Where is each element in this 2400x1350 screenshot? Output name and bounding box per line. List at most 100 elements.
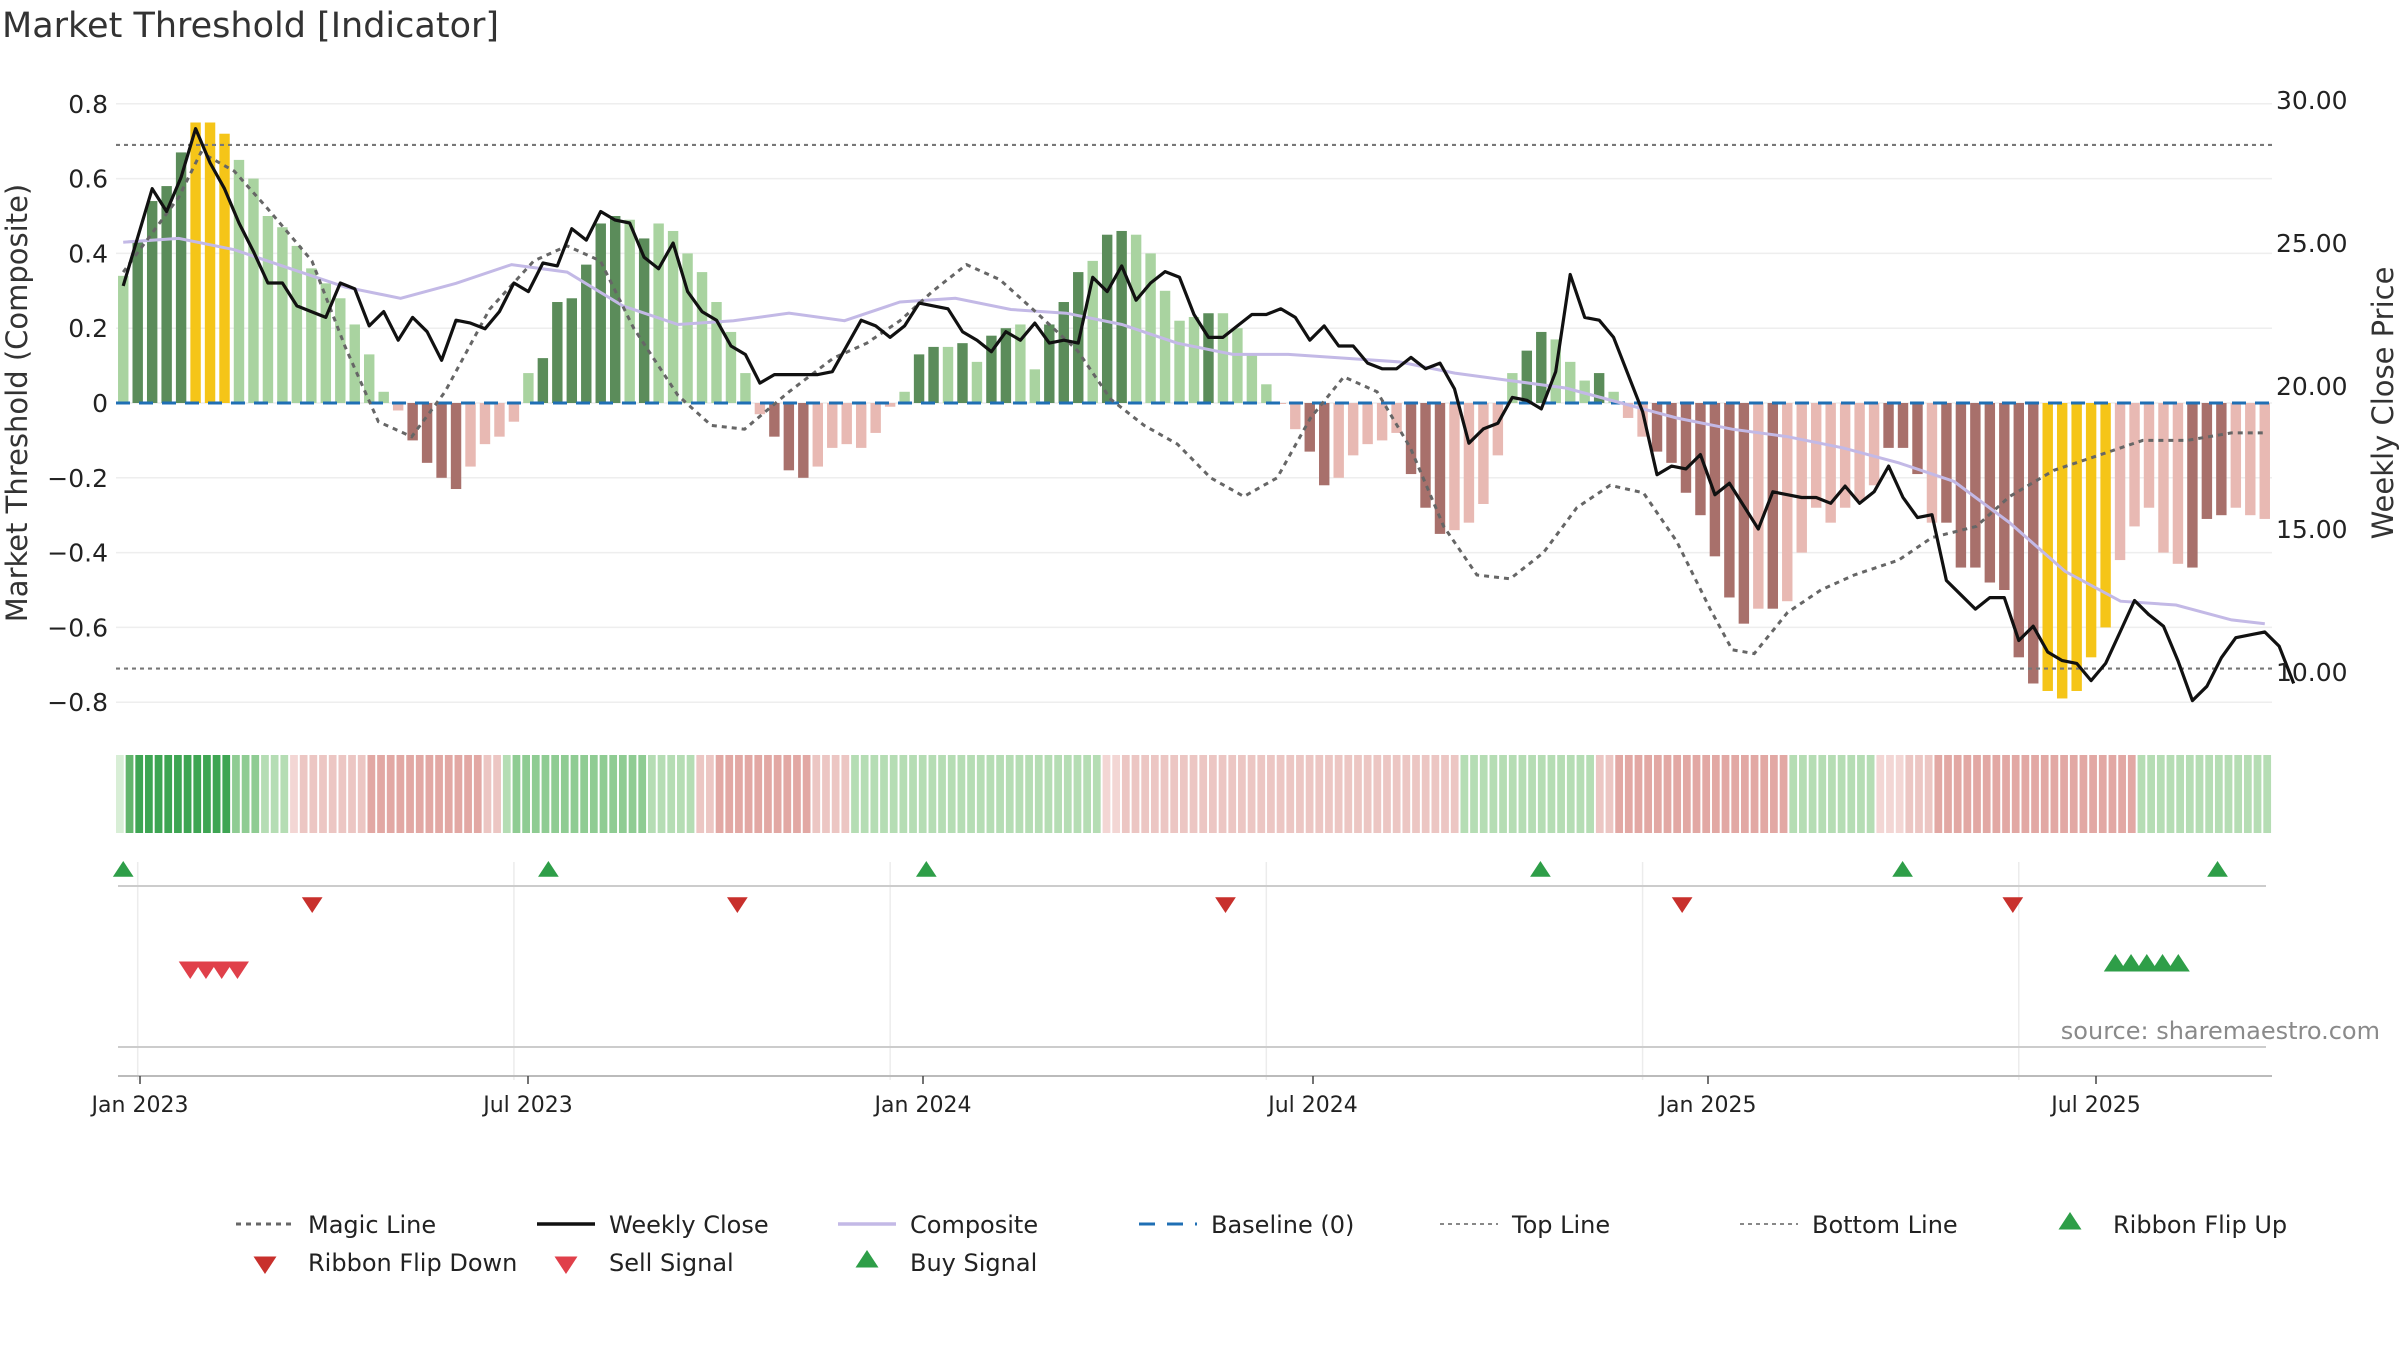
ribbon-cell bbox=[696, 755, 705, 833]
composite-bar bbox=[986, 335, 997, 403]
composite-bar bbox=[306, 268, 317, 403]
ribbon-cell bbox=[2166, 755, 2175, 833]
ribbon-cell bbox=[1276, 755, 1285, 833]
ribbon-cell bbox=[2127, 755, 2136, 833]
ribbon-cell bbox=[2011, 755, 2020, 833]
composite-bar bbox=[1319, 403, 1330, 486]
composite-bar bbox=[1637, 403, 1648, 437]
composite-bar bbox=[566, 298, 578, 403]
composite-bar bbox=[552, 302, 563, 403]
composite-bar bbox=[248, 178, 259, 403]
ribbon-cell bbox=[1344, 755, 1353, 833]
composite-bar bbox=[971, 361, 983, 403]
composite-line bbox=[123, 236, 2265, 626]
composite-bar bbox=[1015, 324, 1026, 403]
composite-bar bbox=[1680, 403, 1692, 493]
ribbon-cell bbox=[1054, 755, 1062, 833]
legend-label: Buy Signal bbox=[910, 1249, 1037, 1277]
composite-bar bbox=[884, 403, 896, 407]
ribbon-cell bbox=[1508, 755, 1517, 833]
ribbon-cell bbox=[1692, 755, 1701, 833]
composite-bar bbox=[1217, 313, 1229, 403]
ribbon-cell bbox=[280, 755, 289, 833]
x-tick-label: Jan 2024 bbox=[873, 1093, 972, 1118]
ribbon-cell bbox=[609, 755, 618, 833]
y-left-tick-label: 0.2 bbox=[68, 314, 108, 343]
ribbon-cell bbox=[454, 755, 463, 833]
y-right-tick-label: 10.00 bbox=[2276, 658, 2348, 687]
ribbon-cell bbox=[1131, 755, 1140, 833]
composite-bar bbox=[1825, 403, 1836, 523]
ribbon-cell bbox=[232, 755, 240, 833]
x-tick-label: Jan 2025 bbox=[1658, 1093, 1757, 1118]
composite-bar bbox=[754, 403, 766, 415]
reference-lines bbox=[116, 143, 2272, 670]
ribbon-cell bbox=[754, 755, 763, 833]
ribbon-cell bbox=[783, 755, 792, 833]
ribbon-cell bbox=[1209, 755, 1217, 833]
ribbon-cell bbox=[1770, 755, 1778, 833]
ribbon-cell bbox=[1576, 755, 1585, 833]
ribbon-cell bbox=[2263, 755, 2272, 833]
ribbon-cell bbox=[464, 755, 472, 833]
ribbon-cell bbox=[1557, 755, 1565, 833]
ribbon-cell bbox=[1586, 755, 1594, 833]
ribbon-cell bbox=[1818, 755, 1827, 833]
y-left-tick-label: −0.2 bbox=[47, 464, 108, 493]
ribbon-cell bbox=[396, 755, 405, 833]
composite-bar bbox=[913, 354, 925, 403]
composite-bar bbox=[696, 272, 708, 403]
composite-bar bbox=[1420, 403, 1431, 508]
ribbon-cell bbox=[261, 755, 269, 833]
ribbon-cell bbox=[1257, 755, 1266, 833]
buy-signal-marker bbox=[2151, 954, 2175, 972]
ribbon-cell bbox=[270, 755, 279, 833]
ribbon-cell bbox=[1711, 755, 1720, 833]
composite-bar bbox=[1232, 328, 1243, 403]
ribbon-cell bbox=[1624, 755, 1633, 833]
composite-bar bbox=[624, 219, 635, 403]
composite-bar bbox=[740, 373, 751, 403]
ribbon-cell bbox=[1218, 755, 1227, 833]
ribbon-cell bbox=[135, 755, 144, 833]
legend-swatch bbox=[554, 1256, 578, 1274]
composite-bar bbox=[349, 324, 360, 403]
composite-bar bbox=[769, 403, 780, 437]
composite-bar bbox=[2071, 403, 2082, 691]
ribbon-cell bbox=[1566, 755, 1575, 833]
composite-bar bbox=[1941, 403, 1952, 523]
ribbon-cell bbox=[1837, 755, 1846, 833]
ribbon-cell bbox=[1721, 755, 1730, 833]
x-tick-label: Jan 2023 bbox=[90, 1093, 189, 1118]
ribbon-cell bbox=[541, 755, 550, 833]
composite-bar bbox=[1434, 403, 1446, 534]
composite-bar bbox=[1405, 403, 1417, 475]
ribbon-cell bbox=[735, 755, 743, 833]
ribbon-cell bbox=[1334, 755, 1343, 833]
composite-bar bbox=[1362, 403, 1373, 445]
sell-signal-marker bbox=[178, 961, 202, 979]
ribbon-cell bbox=[1644, 755, 1653, 833]
ribbon-cell bbox=[1799, 755, 1807, 833]
ribbon-cell bbox=[1238, 755, 1246, 833]
grid-layer bbox=[116, 103, 2272, 1080]
ribbon-cell bbox=[560, 755, 569, 833]
ribbon-cell bbox=[1741, 755, 1749, 833]
composite-bar bbox=[465, 403, 476, 467]
ribbon-cell bbox=[2108, 755, 2117, 833]
ribbon-cell bbox=[193, 755, 202, 833]
ribbon-cell bbox=[2118, 755, 2126, 833]
composite-bar bbox=[2114, 403, 2126, 561]
composite-bar bbox=[2129, 403, 2140, 527]
ribbon-cell bbox=[618, 755, 627, 833]
x-tick-label: Jul 2025 bbox=[2049, 1093, 2141, 1118]
ribbon-cell bbox=[1634, 755, 1643, 833]
ribbon-cell bbox=[1005, 755, 1014, 833]
ribbon-cell bbox=[1092, 755, 1101, 833]
legend-label: Magic Line bbox=[308, 1211, 436, 1239]
ribbon-cell bbox=[212, 755, 221, 833]
composite-bar bbox=[2216, 403, 2227, 516]
ribbon-cell bbox=[1828, 755, 1836, 833]
ribbon-cell bbox=[647, 755, 656, 833]
